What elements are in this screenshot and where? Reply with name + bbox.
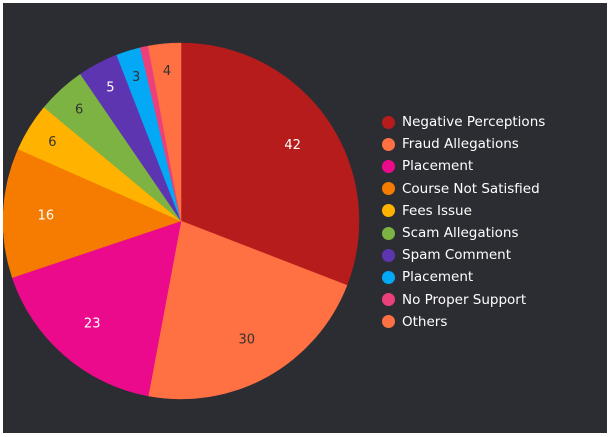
legend-item[interactable]: Placement xyxy=(382,266,545,288)
pie-slice[interactable] xyxy=(180,42,360,286)
legend-label: No Proper Support xyxy=(402,291,527,308)
legend-label: Others xyxy=(402,313,448,330)
legend-label: Scam Allegations xyxy=(402,225,519,242)
legend-swatch xyxy=(382,204,395,218)
chart-legend: Negative Perceptions Fraud Allegations Pla… xyxy=(382,111,545,333)
legend-label: Placement xyxy=(402,269,474,286)
legend-swatch xyxy=(382,182,395,196)
legend-item[interactable]: Others xyxy=(382,311,545,333)
slice-value-label: 6 xyxy=(75,103,83,118)
slice-value-label: 30 xyxy=(239,333,256,348)
legend-swatch xyxy=(382,270,395,284)
slice-value-label: 4 xyxy=(163,64,171,79)
legend-item[interactable]: Course Not Satisfied xyxy=(382,178,545,200)
slice-value-label: 3 xyxy=(132,70,140,85)
pie-data-labels: 42 30 23 16 6 6 5 3 4 xyxy=(38,64,301,348)
legend-label: Placement xyxy=(402,158,474,175)
pie-slice[interactable] xyxy=(147,42,182,222)
slice-value-label: 23 xyxy=(84,317,101,332)
legend-item[interactable]: Negative Perceptions xyxy=(382,111,545,133)
legend-label: Fraud Allegations xyxy=(402,136,519,153)
legend-swatch xyxy=(382,248,395,262)
legend-label: Negative Perceptions xyxy=(402,114,546,131)
legend-swatch xyxy=(382,115,395,129)
pie-slice[interactable] xyxy=(147,220,348,400)
legend-label: Spam Comment xyxy=(402,247,511,264)
legend-item[interactable]: Scam Allegations xyxy=(382,222,545,244)
legend-label: Course Not Satisfied xyxy=(402,180,540,197)
slice-value-label: 42 xyxy=(284,138,301,153)
slice-value-label: 6 xyxy=(48,135,56,150)
legend-item[interactable]: No Proper Support xyxy=(382,289,545,311)
legend-item[interactable]: Fees Issue xyxy=(382,200,545,222)
legend-item[interactable]: Placement xyxy=(382,155,545,177)
legend-swatch xyxy=(382,159,395,173)
legend-swatch xyxy=(382,293,395,307)
legend-swatch xyxy=(382,315,395,329)
legend-item[interactable]: Spam Comment xyxy=(382,244,545,266)
legend-label: Fees Issue xyxy=(402,202,472,219)
slice-value-label: 16 xyxy=(38,208,55,223)
pie-slices xyxy=(3,42,360,400)
legend-item[interactable]: Fraud Allegations xyxy=(382,133,545,155)
pie-slice[interactable] xyxy=(11,220,182,397)
pie-slice[interactable] xyxy=(3,148,182,278)
slice-value-label: 5 xyxy=(106,81,114,96)
legend-swatch xyxy=(382,137,395,151)
legend-swatch xyxy=(382,226,395,240)
pie-chart: 42 30 23 16 6 6 5 3 4 xyxy=(3,42,360,400)
chart-frame: 42 30 23 16 6 6 5 3 4 Negative Perceptions Fraud … xyxy=(3,3,607,433)
